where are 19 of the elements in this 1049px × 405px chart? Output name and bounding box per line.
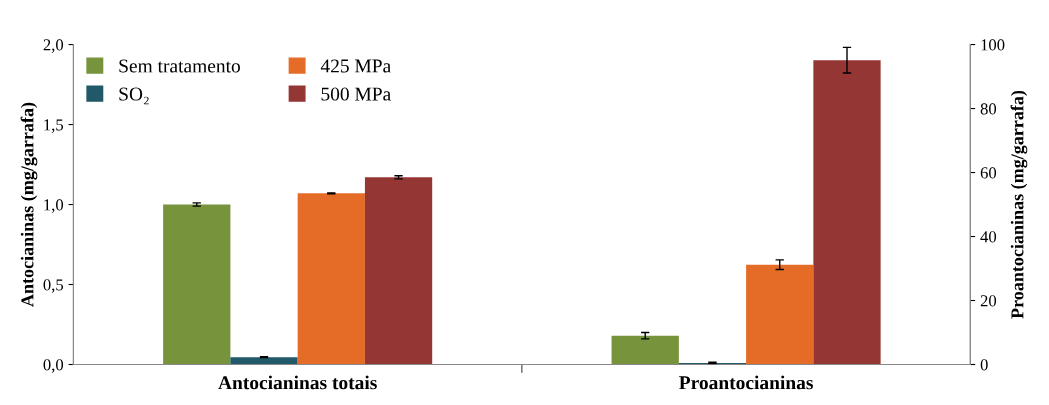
y-tick-label: 0,5	[43, 279, 64, 293]
y2-tick-label: 80	[980, 103, 997, 115]
y-tick-label: 1,0	[44, 199, 64, 213]
x-tick-label: Proantocianinas	[679, 375, 813, 390]
y2-tick-label: 20	[980, 295, 997, 307]
y2-axis-title: Proantocianinas (mg/garrafa)	[1010, 90, 1028, 319]
legend-label: 425 MPa	[320, 59, 391, 73]
legend-label: Sem tratamento	[119, 59, 240, 73]
legend-label: 500 MPa	[321, 87, 391, 101]
legend-label: SO₂	[119, 87, 149, 105]
y2-tick-label: 40	[980, 231, 997, 243]
x-tick-label: Antocianinas totais	[218, 375, 377, 390]
y-axis-title: Antocianinas (mg/garrafa)	[20, 102, 38, 307]
y2-tick-label: 0	[980, 359, 988, 371]
y-tick-label: 1,5	[44, 119, 64, 133]
y-tick-label: 2,0	[43, 39, 64, 53]
y2-tick-label: 60	[980, 167, 997, 179]
y2-tick-label: 100	[981, 39, 1005, 51]
y-tick-label: 0,0	[43, 359, 64, 373]
